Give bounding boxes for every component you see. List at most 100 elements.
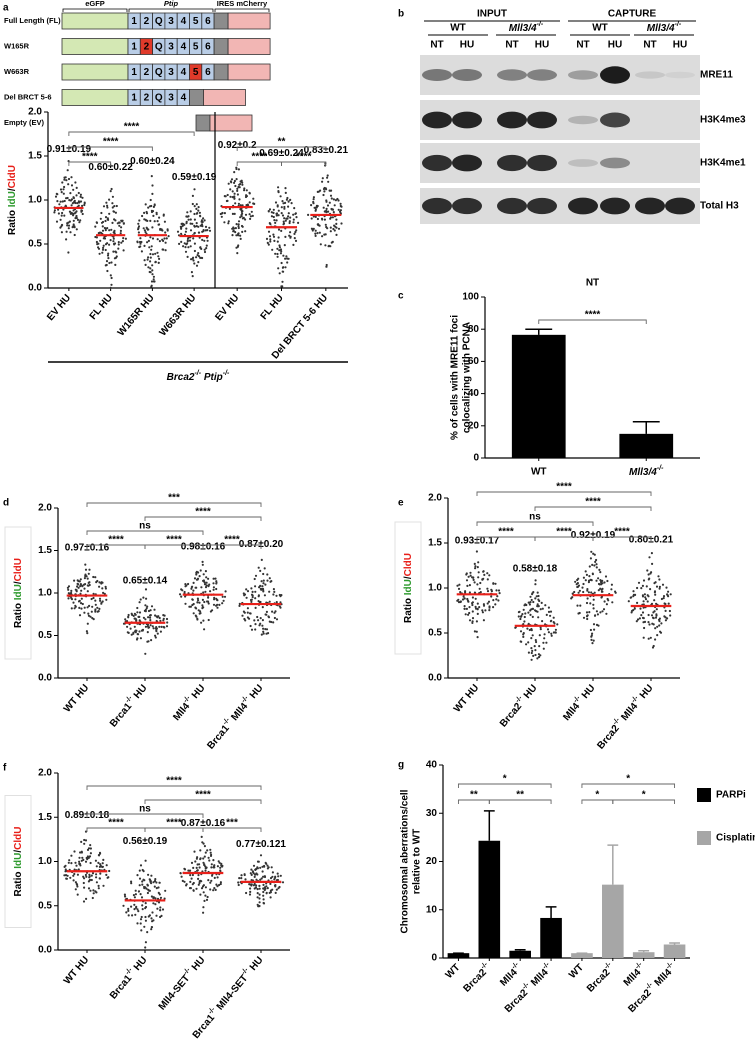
superscript: -/- (644, 981, 654, 991)
bar (619, 433, 674, 458)
x-tick-label: Brca2-/- (583, 960, 617, 994)
data-dots (136, 175, 170, 288)
significance-label: **** (124, 122, 140, 133)
significance-bracket (534, 506, 652, 511)
text-part: Brca1 (191, 1012, 218, 1041)
significance-label: * (642, 790, 646, 801)
blot-band (600, 66, 630, 84)
superscript: -/- (657, 465, 664, 472)
bar (509, 950, 531, 958)
y-label-part: IdU (7, 191, 18, 207)
x-tick-label: Brca1-/- HU (106, 681, 149, 729)
construct-name: Empty (EV) (4, 118, 45, 127)
y-tick-label: 1.5 (38, 545, 52, 556)
data-dots (265, 186, 300, 288)
significance-label: ns (139, 521, 151, 532)
domain-label: 4 (181, 42, 187, 53)
lane-label: NT (505, 40, 518, 51)
value-label: 0.69±0.24 (259, 148, 304, 159)
x-axis-label: Brca2-/- Ptip-/- (167, 370, 230, 383)
y-tick-label: 1.5 (428, 538, 442, 549)
x-tick-label: FL HU (88, 293, 115, 322)
error-bar (483, 810, 495, 841)
significance-bracket (68, 131, 195, 136)
genotype-label: WT (450, 23, 466, 34)
egfp-box (61, 12, 129, 30)
superscript: -/- (223, 370, 230, 377)
significance-label: **** (166, 776, 182, 787)
significance-bracket (581, 783, 676, 788)
significance-label: ns (529, 512, 541, 523)
significance-label: ** (470, 790, 478, 801)
ires-box (189, 89, 204, 106)
egfp-box (61, 89, 129, 106)
ylabel-box (4, 526, 32, 660)
text-part: Mll4 (227, 700, 250, 724)
error-bar (638, 950, 650, 953)
construct-name: W663R (4, 67, 30, 76)
text-part: Ptip (201, 372, 223, 383)
data-dots (570, 550, 617, 645)
significance-bracket (281, 161, 327, 166)
significance-label: **** (108, 535, 124, 546)
construct-name: W165R (4, 41, 30, 50)
superscript: -/- (675, 21, 682, 28)
y-tick-label: 20 (426, 856, 438, 867)
text-part: Mll4 (650, 967, 674, 991)
blot-row-label: MRE11 (700, 70, 733, 81)
data-dots (94, 187, 127, 289)
y-tick-label: 80 (468, 324, 480, 335)
error-bar (525, 328, 553, 335)
y-label-part: CldU (403, 553, 414, 576)
significance-bracket (592, 536, 652, 541)
superscript: -/- (124, 694, 134, 704)
y-label-part: IdU (13, 853, 24, 869)
domain-label: 4 (181, 67, 187, 78)
y-label-part: / (403, 576, 414, 579)
superscript: -/- (182, 694, 192, 704)
superscript: -/- (634, 960, 644, 970)
y-tick-label: 0.0 (38, 945, 52, 956)
data-dots (53, 159, 86, 254)
header-line (214, 8, 270, 12)
superscript: -/- (572, 694, 582, 704)
significance-label: **** (166, 535, 182, 546)
y-tick-label: 0.0 (38, 673, 52, 684)
y-tick-label: 1.0 (28, 195, 42, 206)
significance-label: * (595, 790, 599, 801)
x-tick-label: Mll4-SET-/- HU (155, 953, 207, 1012)
significance-label: **** (166, 818, 182, 829)
x-tick-label: Mll4-/- (620, 960, 648, 988)
x-tick-label: WT (444, 962, 463, 981)
domain-label: 5 (193, 67, 199, 78)
domain-label: 3 (168, 16, 174, 27)
x-tick-label: FL HU (259, 293, 286, 322)
significance-bracket (68, 146, 153, 151)
y-tick-label: 1.0 (38, 856, 52, 867)
legend-label: PARPi (716, 790, 746, 801)
y-tick-label: 100 (462, 292, 479, 303)
x-tick-label: WT HU (62, 955, 91, 987)
blot-band (600, 112, 630, 128)
significance-label: ** (516, 790, 524, 801)
blot-band (568, 70, 598, 80)
mcherry-box (227, 12, 271, 30)
superscript: -/- (240, 694, 250, 704)
lane-label: HU (673, 40, 687, 51)
panel-label: b (398, 9, 404, 20)
y-tick-label: 0 (431, 953, 437, 964)
blot-strip (564, 143, 700, 183)
egfp-box (61, 63, 129, 81)
data-dots (63, 830, 111, 903)
ires-box (213, 38, 229, 55)
ylabel-box (4, 795, 32, 928)
significance-label: **** (296, 152, 312, 163)
y-label-part: Ratio (13, 869, 24, 897)
superscript: -/- (665, 960, 675, 970)
domain-label: Q (155, 67, 163, 78)
significance-bracket (144, 516, 262, 521)
x-tick-label: Brca2-/- (460, 960, 494, 994)
superscript: -/- (182, 966, 192, 976)
panel-label: e (398, 498, 404, 509)
